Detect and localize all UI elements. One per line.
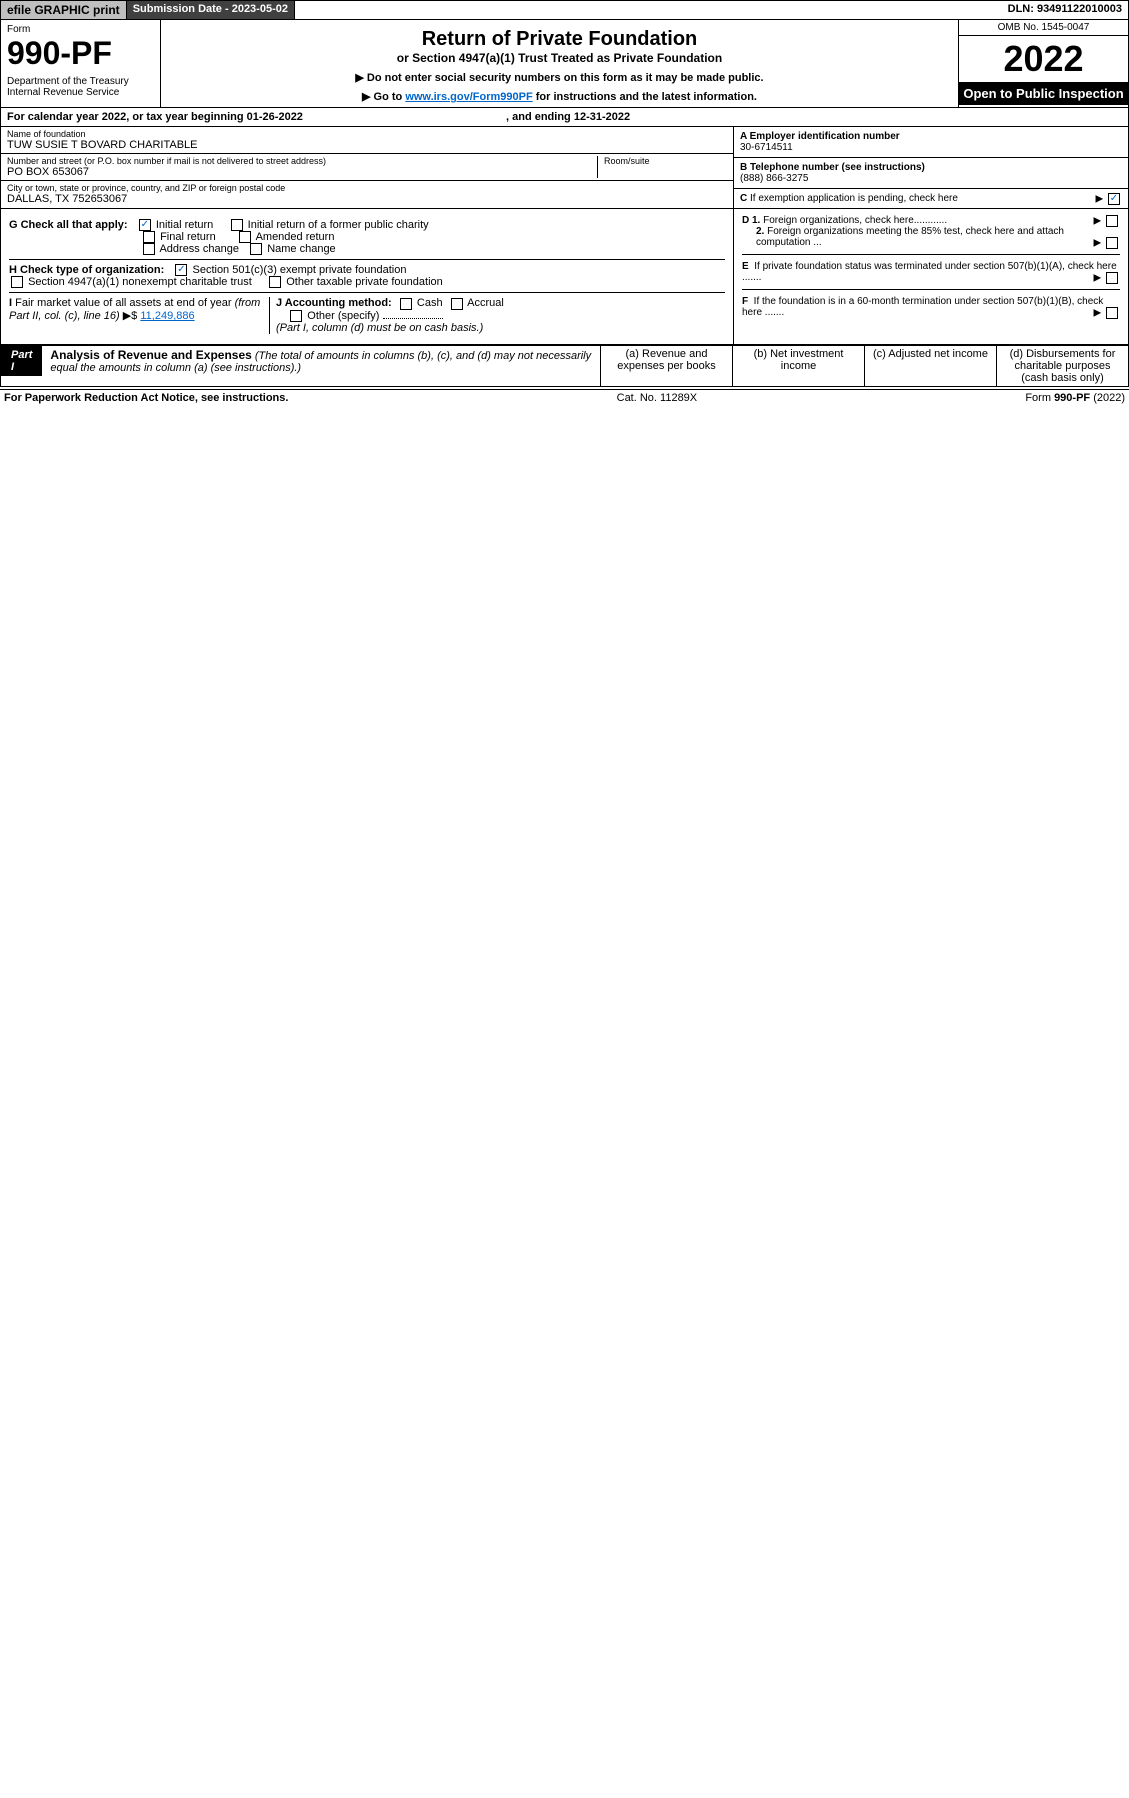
dln: DLN: 93491122010003 bbox=[1002, 1, 1128, 19]
check-other-taxable[interactable] bbox=[269, 276, 281, 288]
ein-row: A Employer identification number 30-6714… bbox=[734, 127, 1128, 158]
top-bar: efile GRAPHIC print Submission Date - 20… bbox=[0, 0, 1129, 20]
check-g: G Check all that apply: Initial return I… bbox=[9, 219, 725, 255]
city-row: City or town, state or province, country… bbox=[1, 181, 733, 207]
instr-2: ▶ Go to www.irs.gov/Form990PF for instru… bbox=[171, 90, 948, 103]
efile-print-button[interactable]: efile GRAPHIC print bbox=[1, 1, 127, 19]
check-accrual[interactable] bbox=[451, 298, 463, 310]
instr-1: ▶ Do not enter social security numbers o… bbox=[171, 71, 948, 84]
exemption-pending-row: C If exemption application is pending, c… bbox=[734, 189, 1128, 208]
part1-header-row: Part I Analysis of Revenue and Expenses … bbox=[1, 345, 1129, 386]
page-footer: For Paperwork Reduction Act Notice, see … bbox=[0, 389, 1129, 406]
check-d1: D 1. Foreign organizations, check here..… bbox=[742, 215, 1120, 226]
check-cash[interactable] bbox=[400, 298, 412, 310]
entity-block: Name of foundation TUW SUSIE T BOVARD CH… bbox=[0, 127, 1129, 209]
form-header: Form 990-PF Department of the TreasuryIn… bbox=[0, 20, 1129, 108]
check-d2: 2. Foreign organizations meeting the 85%… bbox=[756, 226, 1120, 248]
check-other-method[interactable] bbox=[290, 310, 302, 322]
footer-left: For Paperwork Reduction Act Notice, see … bbox=[4, 392, 288, 404]
check-address-change[interactable] bbox=[143, 243, 155, 255]
checks-block: G Check all that apply: Initial return I… bbox=[0, 209, 1129, 345]
check-501c3[interactable] bbox=[175, 264, 187, 276]
check-4947[interactable] bbox=[11, 276, 23, 288]
check-f: F If the foundation is in a 60-month ter… bbox=[742, 289, 1120, 318]
form-number: 990-PF bbox=[7, 35, 154, 72]
check-c[interactable] bbox=[1108, 193, 1120, 205]
submission-date: Submission Date - 2023-05-02 bbox=[127, 1, 295, 19]
check-h: H Check type of organization: Section 50… bbox=[9, 259, 725, 288]
check-initial-former[interactable] bbox=[231, 219, 243, 231]
part-title: Analysis of Revenue and Expenses (The to… bbox=[42, 346, 600, 376]
check-d2-box[interactable] bbox=[1106, 237, 1118, 249]
check-final[interactable] bbox=[143, 231, 155, 243]
dept-treasury: Department of the TreasuryInternal Reven… bbox=[7, 76, 154, 98]
phone-row: B Telephone number (see instructions) (8… bbox=[734, 158, 1128, 189]
col-header-d: (d) Disbursements for charitable purpose… bbox=[997, 345, 1129, 386]
entity-right: A Employer identification number 30-6714… bbox=[733, 127, 1128, 208]
col-header-c: (c) Adjusted net income bbox=[865, 345, 997, 386]
header-right: OMB No. 1545-0047 2022 Open to Public In… bbox=[958, 20, 1128, 107]
col-header-a: (a) Revenue and expenses per books bbox=[601, 345, 733, 386]
form-title: Return of Private Foundation bbox=[171, 28, 948, 51]
foundation-name-row: Name of foundation TUW SUSIE T BOVARD CH… bbox=[1, 127, 733, 154]
checks-left: G Check all that apply: Initial return I… bbox=[1, 209, 733, 344]
part-badge: Part I bbox=[1, 346, 42, 376]
checks-right: D 1. Foreign organizations, check here..… bbox=[733, 209, 1128, 344]
tax-year: 2022 bbox=[959, 36, 1128, 82]
form-label: Form bbox=[7, 24, 154, 35]
footer-right: Form 990-PF (2022) bbox=[1025, 392, 1125, 404]
check-amended[interactable] bbox=[239, 231, 251, 243]
check-initial-return[interactable] bbox=[139, 219, 151, 231]
fmv-link[interactable]: 11,249,886 bbox=[140, 310, 194, 322]
calendar-year-row: For calendar year 2022, or tax year begi… bbox=[0, 108, 1129, 127]
check-d1-box[interactable] bbox=[1106, 215, 1118, 227]
check-e: E If private foundation status was termi… bbox=[742, 254, 1120, 283]
check-e-box[interactable] bbox=[1106, 272, 1118, 284]
form-link[interactable]: www.irs.gov/Form990PF bbox=[405, 91, 532, 103]
part1-table: Part I Analysis of Revenue and Expenses … bbox=[0, 345, 1129, 387]
omb-number: OMB No. 1545-0047 bbox=[959, 20, 1128, 36]
header-left: Form 990-PF Department of the TreasuryIn… bbox=[1, 20, 161, 107]
check-ij: I Fair market value of all assets at end… bbox=[9, 292, 725, 333]
check-f-box[interactable] bbox=[1106, 307, 1118, 319]
form-subtitle: or Section 4947(a)(1) Trust Treated as P… bbox=[171, 51, 948, 65]
address-row: Number and street (or P.O. box number if… bbox=[1, 154, 733, 181]
entity-left: Name of foundation TUW SUSIE T BOVARD CH… bbox=[1, 127, 733, 208]
check-name-change[interactable] bbox=[250, 243, 262, 255]
open-public-badge: Open to Public Inspection bbox=[959, 82, 1128, 105]
header-center: Return of Private Foundation or Section … bbox=[161, 20, 958, 107]
footer-mid: Cat. No. 11289X bbox=[617, 392, 698, 404]
col-header-b: (b) Net investment income bbox=[733, 345, 865, 386]
part1-header: Part I Analysis of Revenue and Expenses … bbox=[1, 346, 600, 376]
